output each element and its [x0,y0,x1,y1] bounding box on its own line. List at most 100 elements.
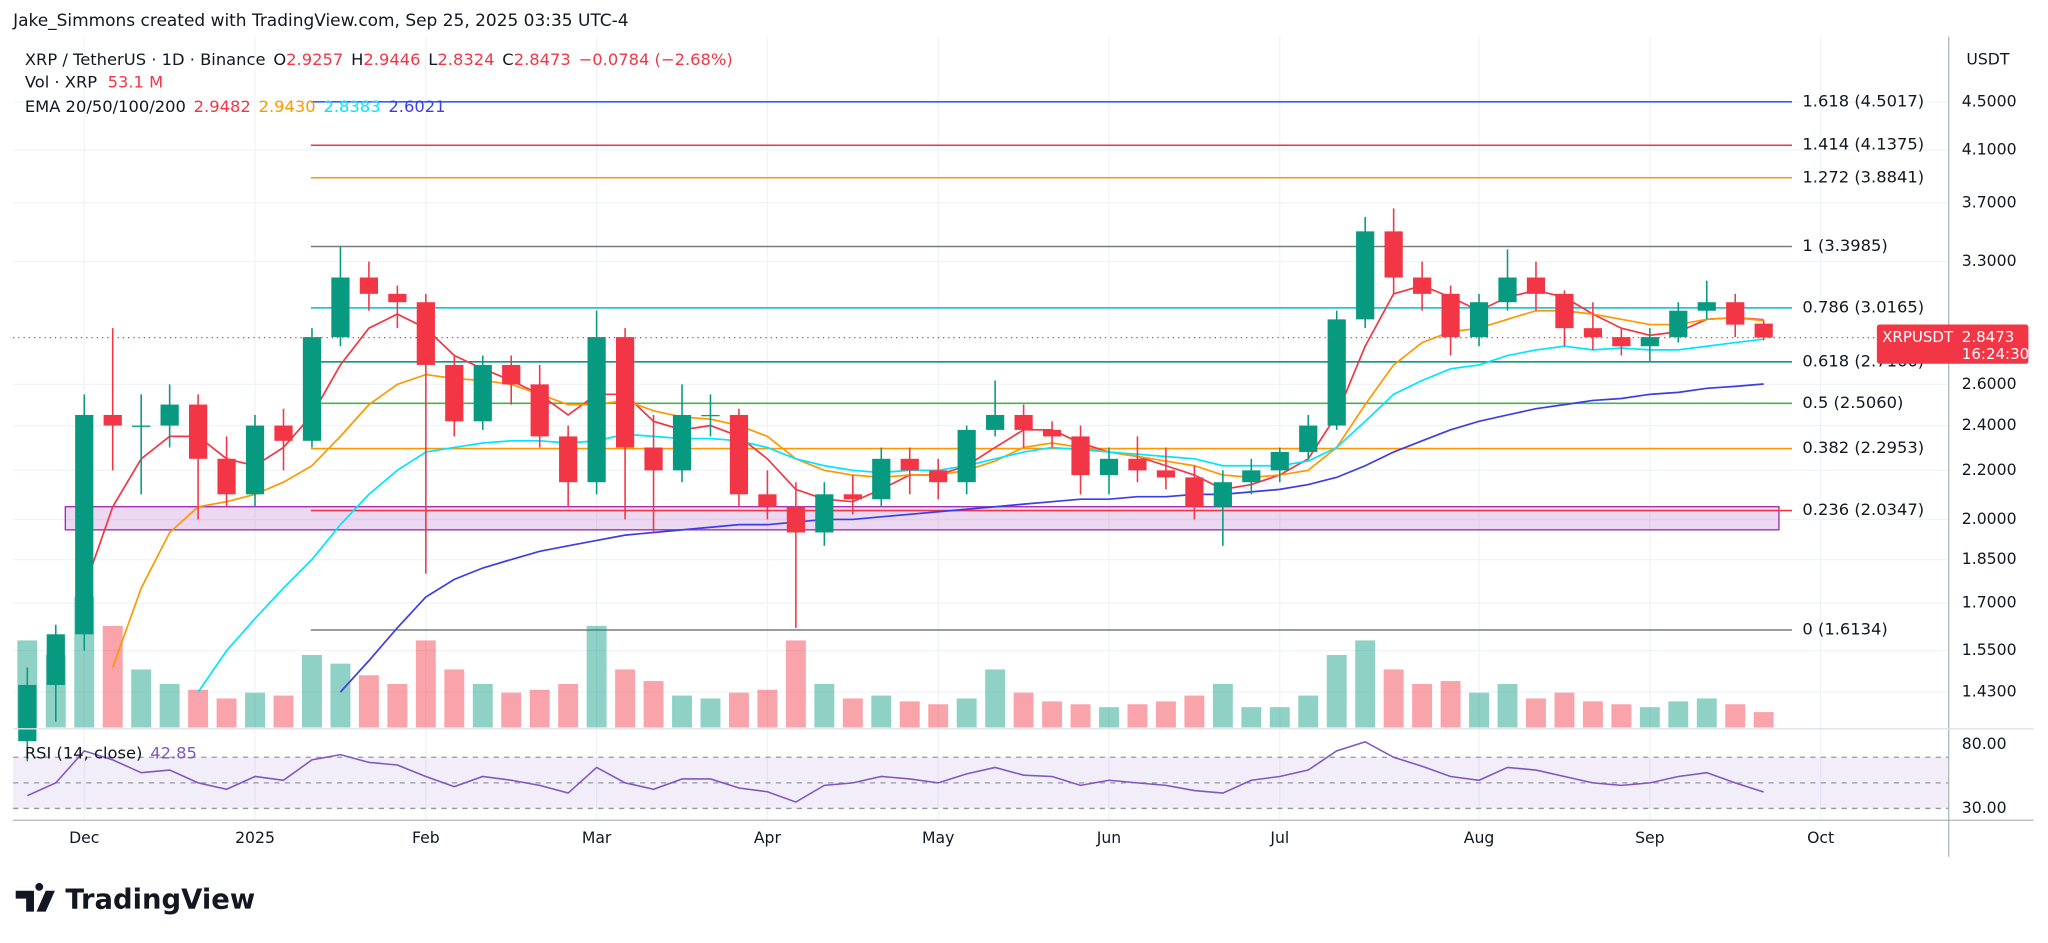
y-tick-label: 4.1000 [1962,139,2017,158]
candle-body [188,404,208,459]
symbol: XRP / TetherUS · 1D · Binance [25,50,266,69]
volume-bar [842,698,863,728]
ema-value: 2.6021 [388,97,445,116]
y-tick-label: 3.7000 [1962,192,2017,211]
volume-label: Vol · XRP [25,72,97,91]
candle-body [103,414,122,426]
volume-bar [1668,701,1689,728]
fib-label: 0.236 (2.0347) [1802,500,1924,519]
y-tick-label: 1.7000 [1962,593,2017,612]
volume-bar [1753,712,1774,728]
candle-body [1242,470,1261,483]
candle-body [132,425,151,427]
x-tick-label: Dec [69,828,99,847]
volume-bar [1497,683,1518,728]
grid [13,36,1949,821]
ohlc-value: 2.9446 [363,50,420,69]
candle-body [1099,458,1119,476]
brand: TradingView [65,885,255,916]
volume-bar [188,689,209,728]
volume-bar [1526,698,1546,728]
volume-bar [1155,701,1176,728]
ohlc-key: O [273,50,286,69]
volume-bar [1127,704,1148,728]
candle-body [1583,328,1603,338]
candle-body [1413,277,1432,294]
candle-body [445,364,464,422]
volume-bar [899,701,920,728]
fib-label: 0 (1.6134) [1802,619,1887,638]
candle-body [1441,293,1460,338]
volume-bar [1639,707,1660,728]
candle-body [1498,277,1517,303]
candle-body [245,425,265,495]
ohlc-value: 2.8473 [514,50,571,69]
y-tick-label: 2.0000 [1962,509,2017,528]
candle-body [302,337,322,441]
y-tick-label: 1.8500 [1962,549,2017,568]
candle-body [46,634,65,685]
candle-body [986,414,1005,430]
candle-body [559,436,578,483]
rsi-label: RSI (14, close) [25,743,143,762]
rsi-value: 42.85 [150,743,197,762]
fib-label: 0.382 (2.2953) [1802,438,1924,457]
candle-body [274,425,293,441]
candle-body [1270,451,1289,471]
volume-bar [985,669,1006,728]
fib-label: 0.5 (2.5060) [1802,393,1903,412]
candle-body [1128,458,1147,471]
candle-body [1185,477,1204,507]
x-tick-label: Feb [412,828,440,847]
volume-bar [330,663,351,728]
candle-body [843,494,862,500]
candle-body [75,414,94,635]
volume-bar [871,695,892,728]
volume-bar [1582,701,1603,728]
volume-bar [1412,683,1433,728]
volume-bar [358,675,379,728]
support-zone [64,506,1780,531]
candle-body [1356,231,1375,320]
candle-body [18,684,37,742]
volume-bar [1355,640,1376,728]
volume-bar [302,654,322,728]
price-tag [1876,324,2029,364]
volume-bar [814,683,835,728]
price-tag-name: XRPUSDT [1882,328,1954,346]
x-tick-label: Aug [1464,828,1495,847]
volume-bar [1070,704,1091,728]
ema-label: EMA 20/50/100/200 [25,97,186,116]
volume-bar [1212,683,1233,728]
volume-value: 53.1 M [108,72,164,91]
currency: USDT [1966,50,2009,69]
creator: Jake_Simmons created with TradingView.co… [12,11,628,31]
candle-body [758,494,777,507]
candle-body [1526,277,1546,294]
y-tick-label: 2.2000 [1962,460,2017,479]
candle-body [1014,414,1033,430]
candle-body [644,447,663,471]
rsi-line [26,741,1764,803]
volume-bar [273,695,294,728]
change: −0.0784 (−2.68%) [579,50,733,69]
candle-body [815,494,834,533]
volume-bar [1298,695,1319,728]
candle-body [160,404,179,426]
ema-value: 2.9482 [194,97,251,116]
rsi-tick-label: 30.00 [1962,798,2007,817]
candle-body [786,506,805,533]
candle-body [331,277,350,338]
volume-bar [102,625,123,728]
ema-value: 2.9430 [259,97,316,116]
x-tick-label: Apr [754,828,782,847]
y-tick-label: 3.3000 [1962,251,2017,270]
volume-bar [956,698,977,728]
volume-bar [1269,707,1290,728]
volume-bar [700,698,721,728]
x-tick-label: Jul [1269,828,1289,847]
legend-rsi: RSI (14, close) 42.85 [25,743,197,762]
legend-volume: Vol · XRP 53.1 M [25,72,163,91]
